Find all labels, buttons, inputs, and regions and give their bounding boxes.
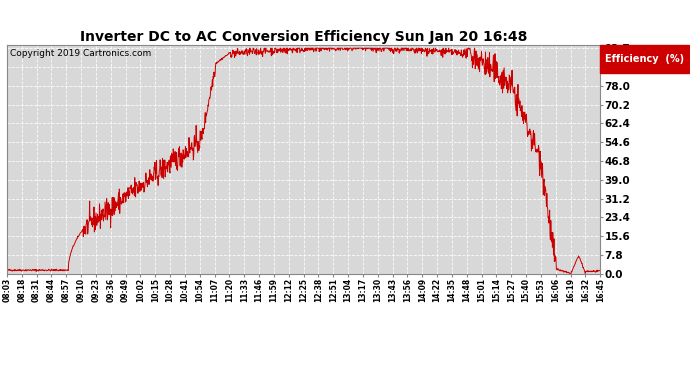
Text: Copyright 2019 Cartronics.com: Copyright 2019 Cartronics.com <box>10 49 152 58</box>
Text: Efficiency  (%): Efficiency (%) <box>604 54 684 64</box>
Title: Inverter DC to AC Conversion Efficiency Sun Jan 20 16:48: Inverter DC to AC Conversion Efficiency … <box>80 30 527 44</box>
